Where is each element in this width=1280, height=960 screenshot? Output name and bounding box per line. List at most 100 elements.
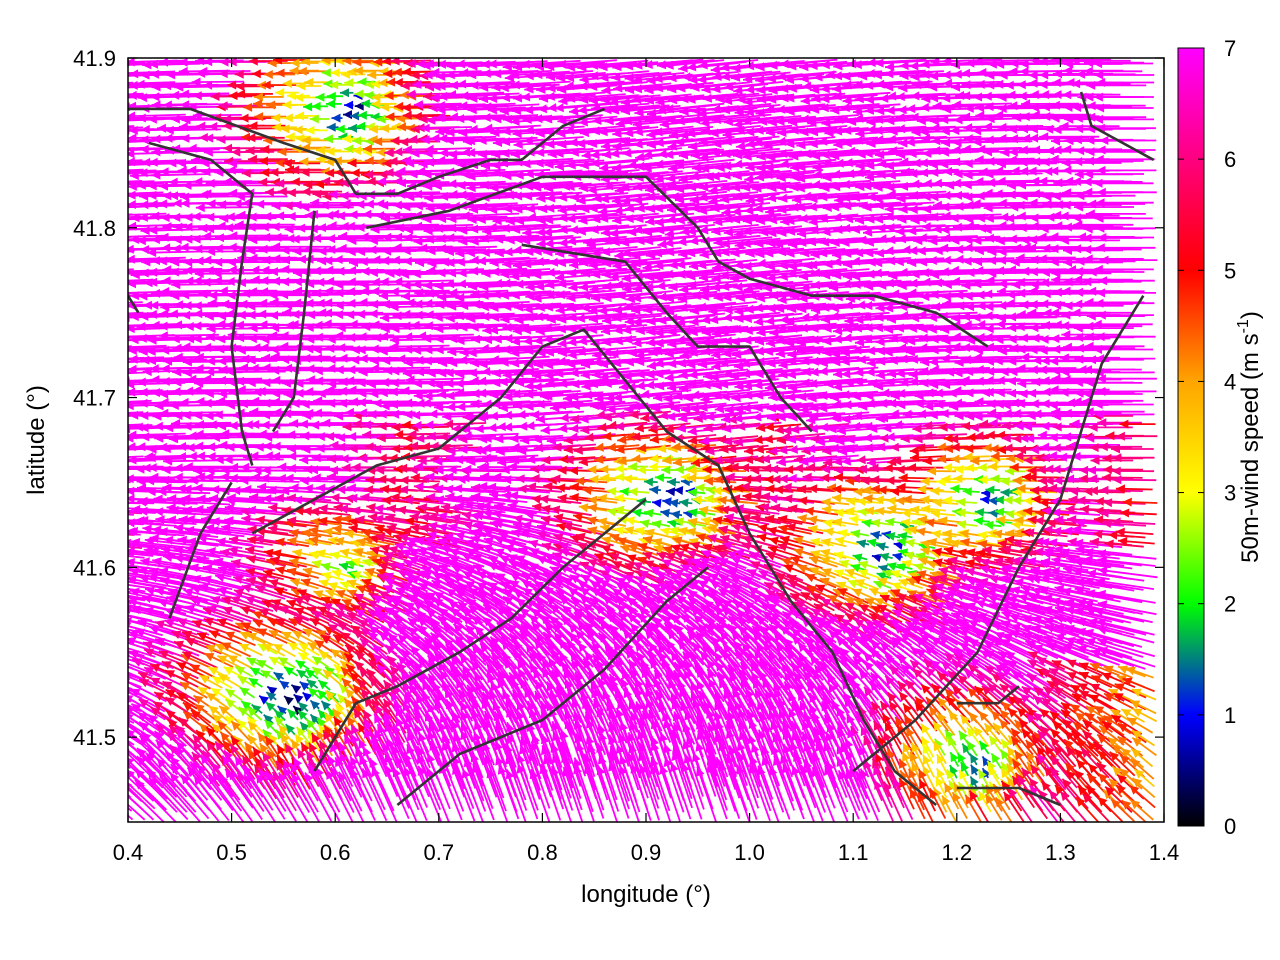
- wind-arrow: [1095, 198, 1154, 208]
- wind-arrow: [885, 116, 944, 126]
- wind-arrow: [710, 146, 771, 157]
- wind-arrow: [227, 158, 277, 168]
- wind-arrow: [1074, 343, 1135, 353]
- wind-arrow: [621, 135, 680, 146]
- wind-arrow: [1086, 80, 1147, 90]
- wind-arrow: [128, 116, 135, 119]
- wind-arrow: [128, 533, 134, 536]
- wind-arrow: [664, 102, 725, 114]
- wind-arrow: [1098, 276, 1155, 286]
- wind-arrow: [664, 148, 724, 159]
- wind-arrow: [564, 125, 625, 135]
- wind-arrow: [393, 77, 431, 87]
- wind-arrow: [1122, 497, 1158, 507]
- wind-arrow: [600, 140, 661, 151]
- wind-arrow: [909, 112, 970, 122]
- wind-arrow: [128, 72, 133, 75]
- wind-arrow: [362, 144, 396, 154]
- wind-arrow: [1096, 78, 1155, 87]
- wind-arrow: [789, 125, 848, 135]
- wind-arrow: [865, 69, 926, 78]
- wind-arrow: [128, 182, 134, 185]
- wind-arrow: [168, 191, 230, 201]
- wind-arrow: [370, 58, 397, 68]
- wind-arrow: [535, 148, 594, 157]
- wind-arrow: [1086, 101, 1146, 111]
- wind-arrow: [870, 530, 882, 540]
- wind-arrow: [128, 641, 134, 645]
- wind-arrow: [863, 443, 912, 453]
- wind-arrow: [128, 622, 131, 625]
- wind-arrow: [128, 412, 133, 415]
- wind-arrow: [622, 474, 648, 484]
- wind-arrow: [128, 543, 135, 546]
- wind-arrow: [745, 84, 803, 94]
- wind-arrow: [135, 79, 196, 89]
- wind-arrow: [128, 70, 175, 74]
- wind-arrow: [128, 104, 133, 107]
- wind-arrow: [128, 590, 131, 593]
- wind-arrow: [273, 58, 309, 65]
- wind-arrow: [1094, 114, 1154, 124]
- wind-arrow: [128, 458, 133, 461]
- wind-arrow: [1073, 113, 1134, 123]
- wind-arrow: [799, 114, 859, 124]
- wind-arrow: [1082, 245, 1142, 254]
- wind-arrow: [235, 89, 273, 99]
- wind-arrow: [651, 498, 662, 508]
- wind-arrow: [690, 81, 750, 92]
- wind-arrow: [344, 144, 365, 154]
- wind-arrow: [335, 124, 352, 134]
- wind-arrow: [128, 314, 135, 317]
- wind-arrow: [819, 103, 880, 113]
- wind-arrow: [723, 115, 784, 126]
- wind-arrow: [128, 292, 130, 295]
- wind-arrow: [128, 335, 134, 338]
- wind-arrow: [128, 204, 131, 207]
- wind-arrow: [569, 147, 630, 157]
- wind-arrow: [649, 485, 661, 495]
- wind-arrow: [309, 114, 330, 124]
- wind-arrow: [643, 58, 704, 69]
- wind-arrow: [622, 147, 682, 158]
- wind-arrow: [1059, 121, 1120, 131]
- wind-arrow: [128, 268, 134, 271]
- wind-arrow: [1084, 321, 1143, 331]
- wind-arrow: [1112, 453, 1155, 463]
- wind-arrow: [128, 81, 176, 85]
- wind-arrow: [568, 137, 629, 147]
- wind-arrow: [966, 432, 1003, 442]
- wind-arrow: [164, 125, 221, 135]
- wind-arrow: [852, 553, 868, 563]
- wind-arrow: [776, 70, 837, 81]
- wind-arrow: [892, 552, 903, 562]
- wind-arrow: [340, 88, 354, 98]
- wind-arrow: [413, 100, 462, 110]
- wind-arrow: [128, 282, 133, 285]
- wind-arrow: [282, 100, 307, 110]
- wind-arrow: [577, 62, 638, 72]
- wind-arrow: [587, 81, 648, 91]
- wind-arrow: [128, 357, 131, 360]
- wind-arrow: [590, 125, 650, 136]
- wind-arrow: [1083, 66, 1143, 76]
- wind-arrow: [817, 136, 878, 146]
- wind-arrow: [832, 91, 891, 101]
- wind-arrow: [982, 122, 1044, 132]
- wind-arrow: [218, 101, 263, 111]
- wind-arrow: [128, 126, 144, 129]
- wind-arrow: [166, 70, 222, 80]
- wind-arrow: [399, 137, 441, 147]
- wind-arrow: [260, 144, 299, 154]
- wind-arrow: [243, 102, 277, 112]
- wind-arrow: [329, 80, 351, 90]
- wind-arrow: [326, 122, 339, 132]
- wind-arrow: [765, 103, 826, 114]
- wind-arrow: [128, 96, 134, 99]
- wind-arrow: [942, 78, 1000, 88]
- wind-arrow: [866, 139, 927, 148]
- wind-arrow: [578, 80, 639, 91]
- wind-arrow: [631, 93, 692, 104]
- wind-arrow: [344, 100, 354, 110]
- wind-arrow: [857, 464, 902, 474]
